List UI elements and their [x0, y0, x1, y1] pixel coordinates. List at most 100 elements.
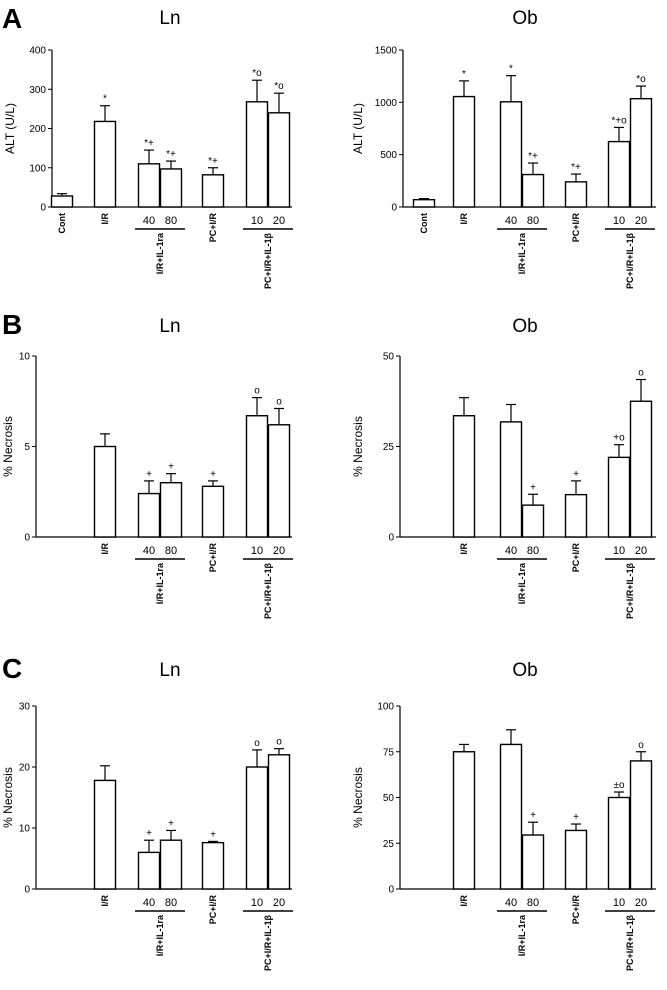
sub-label: 20 — [635, 215, 647, 227]
bar — [201, 841, 225, 890]
bar — [245, 415, 269, 538]
y-axis-label: % Necrosis — [1, 767, 15, 828]
y-tick-label: 30 — [19, 702, 31, 713]
significance-marker: +o — [613, 433, 625, 444]
bar — [629, 97, 653, 208]
sub-label: 10 — [251, 545, 263, 557]
bar — [159, 168, 183, 208]
chart-c-left: Ln 0 10 20 30 % Necrosis + + + o o I/R PC+I/R 40 80 10 2… — [1, 660, 293, 971]
significance-marker: o — [638, 368, 644, 379]
significance-marker: o — [254, 386, 260, 397]
y-tick-label: 0 — [391, 203, 397, 214]
group-label-pc: PC+I/R+IL-1β — [625, 563, 635, 620]
chart-title: Ob — [512, 8, 537, 29]
x-label-cont: Cont — [57, 213, 67, 234]
significance-marker: *o — [274, 81, 284, 92]
y-tick-label: 200 — [29, 124, 46, 135]
group-label-ira: I/R+IL-1ra — [517, 914, 527, 956]
significance-marker: *+ — [166, 149, 176, 160]
y-axis-label: % Necrosis — [351, 767, 365, 828]
y-axis-label: ALT (U/L) — [351, 103, 365, 154]
x-label-cont: Cont — [419, 213, 429, 234]
group-label-ira: I/R+IL-1ra — [517, 232, 527, 274]
y-tick-label: 20 — [19, 763, 31, 774]
sub-label: 10 — [613, 215, 625, 227]
bar — [201, 174, 225, 208]
bar — [564, 829, 588, 890]
significance-marker: + — [210, 469, 216, 480]
y-axis-label: ALT (U/L) — [3, 103, 17, 154]
chart-b-left: Ln 0 5 10 % Necrosis + + + o o I/R PC+I/R 40 80 10 20 I/… — [1, 316, 293, 619]
y-tick-label: 0 — [388, 533, 394, 544]
significance-marker: o — [638, 740, 644, 751]
x-label-pcir: PC+I/R — [208, 895, 218, 925]
sub-label: 40 — [143, 215, 155, 227]
bar — [267, 424, 291, 538]
sub-label: 40 — [143, 897, 155, 909]
bar — [93, 445, 117, 538]
group-label-ira: I/R+IL-1ra — [155, 232, 165, 274]
bar — [267, 112, 291, 208]
bar — [452, 95, 476, 208]
y-tick-label: 1000 — [375, 98, 398, 109]
group-label-pc: PC+I/R+IL-1β — [263, 915, 273, 972]
x-label-ir: I/R — [100, 895, 110, 907]
significance-marker: o — [276, 396, 282, 407]
y-tick-label: 0 — [40, 203, 46, 214]
y-tick-label: 0 — [24, 885, 30, 896]
y-tick-label: 500 — [380, 150, 397, 161]
sub-label: 20 — [273, 897, 285, 909]
group-label-pc: PC+I/R+IL-1β — [625, 233, 635, 290]
y-tick-label: 0 — [388, 885, 394, 896]
significance-marker: o — [254, 738, 260, 749]
y-tick-label: 50 — [383, 793, 395, 804]
significance-marker: *+ — [144, 138, 154, 149]
chart-a-left: Ln 0 100 200 300 400 ALT (U/L) * *+ *+ *+ *o *o Cont I… — [3, 8, 293, 289]
sub-label: 10 — [251, 215, 263, 227]
sub-label: 40 — [505, 215, 517, 227]
chart-a-right: Ob 0 500 1000 1500 ALT (U/L) * * *+ *+ *+o *o Cont I/… — [351, 8, 656, 289]
bar — [521, 834, 545, 890]
group-label-pc: PC+I/R+IL-1β — [625, 915, 635, 972]
group-label-ira: I/R+IL-1ra — [155, 914, 165, 956]
x-label-pcir: PC+I/R — [571, 543, 581, 573]
bar — [159, 482, 183, 538]
bar — [607, 140, 631, 208]
x-label-ir: I/R — [459, 543, 469, 555]
sub-label: 10 — [251, 897, 263, 909]
sub-label: 20 — [273, 215, 285, 227]
y-tick-label: 400 — [29, 46, 46, 57]
panel-letter-a: A — [2, 3, 22, 34]
bar — [521, 173, 545, 208]
chart-title: Ln — [159, 660, 180, 681]
chart-title: Ob — [512, 316, 537, 337]
significance-marker: *o — [636, 74, 646, 85]
panel-letter-c: C — [2, 653, 22, 684]
significance-marker: + — [530, 810, 536, 821]
sub-label: 10 — [613, 545, 625, 557]
bar — [137, 492, 161, 538]
y-tick-label: 100 — [377, 702, 394, 713]
bar — [201, 485, 225, 538]
bar — [245, 101, 269, 208]
x-label-ir: I/R — [100, 213, 110, 225]
bar — [245, 766, 269, 890]
sub-label: 80 — [527, 897, 539, 909]
group-label-pc: PC+I/R+IL-1β — [263, 233, 273, 290]
chart-title: Ln — [159, 8, 180, 29]
y-tick-label: 0 — [24, 533, 30, 544]
y-tick-label: 5 — [24, 442, 30, 453]
bar — [50, 195, 74, 208]
group-label-pc: PC+I/R+IL-1β — [263, 563, 273, 620]
bar — [159, 839, 183, 890]
sub-label: 40 — [505, 897, 517, 909]
sub-label: 40 — [143, 545, 155, 557]
x-label-ir: I/R — [459, 895, 469, 907]
significance-marker: * — [462, 69, 466, 80]
significance-marker: o — [276, 737, 282, 748]
bar — [629, 760, 653, 890]
bar — [607, 456, 631, 538]
y-axis-label: % Necrosis — [1, 416, 15, 477]
y-tick-label: 100 — [29, 163, 46, 174]
y-tick-label: 50 — [383, 352, 395, 363]
